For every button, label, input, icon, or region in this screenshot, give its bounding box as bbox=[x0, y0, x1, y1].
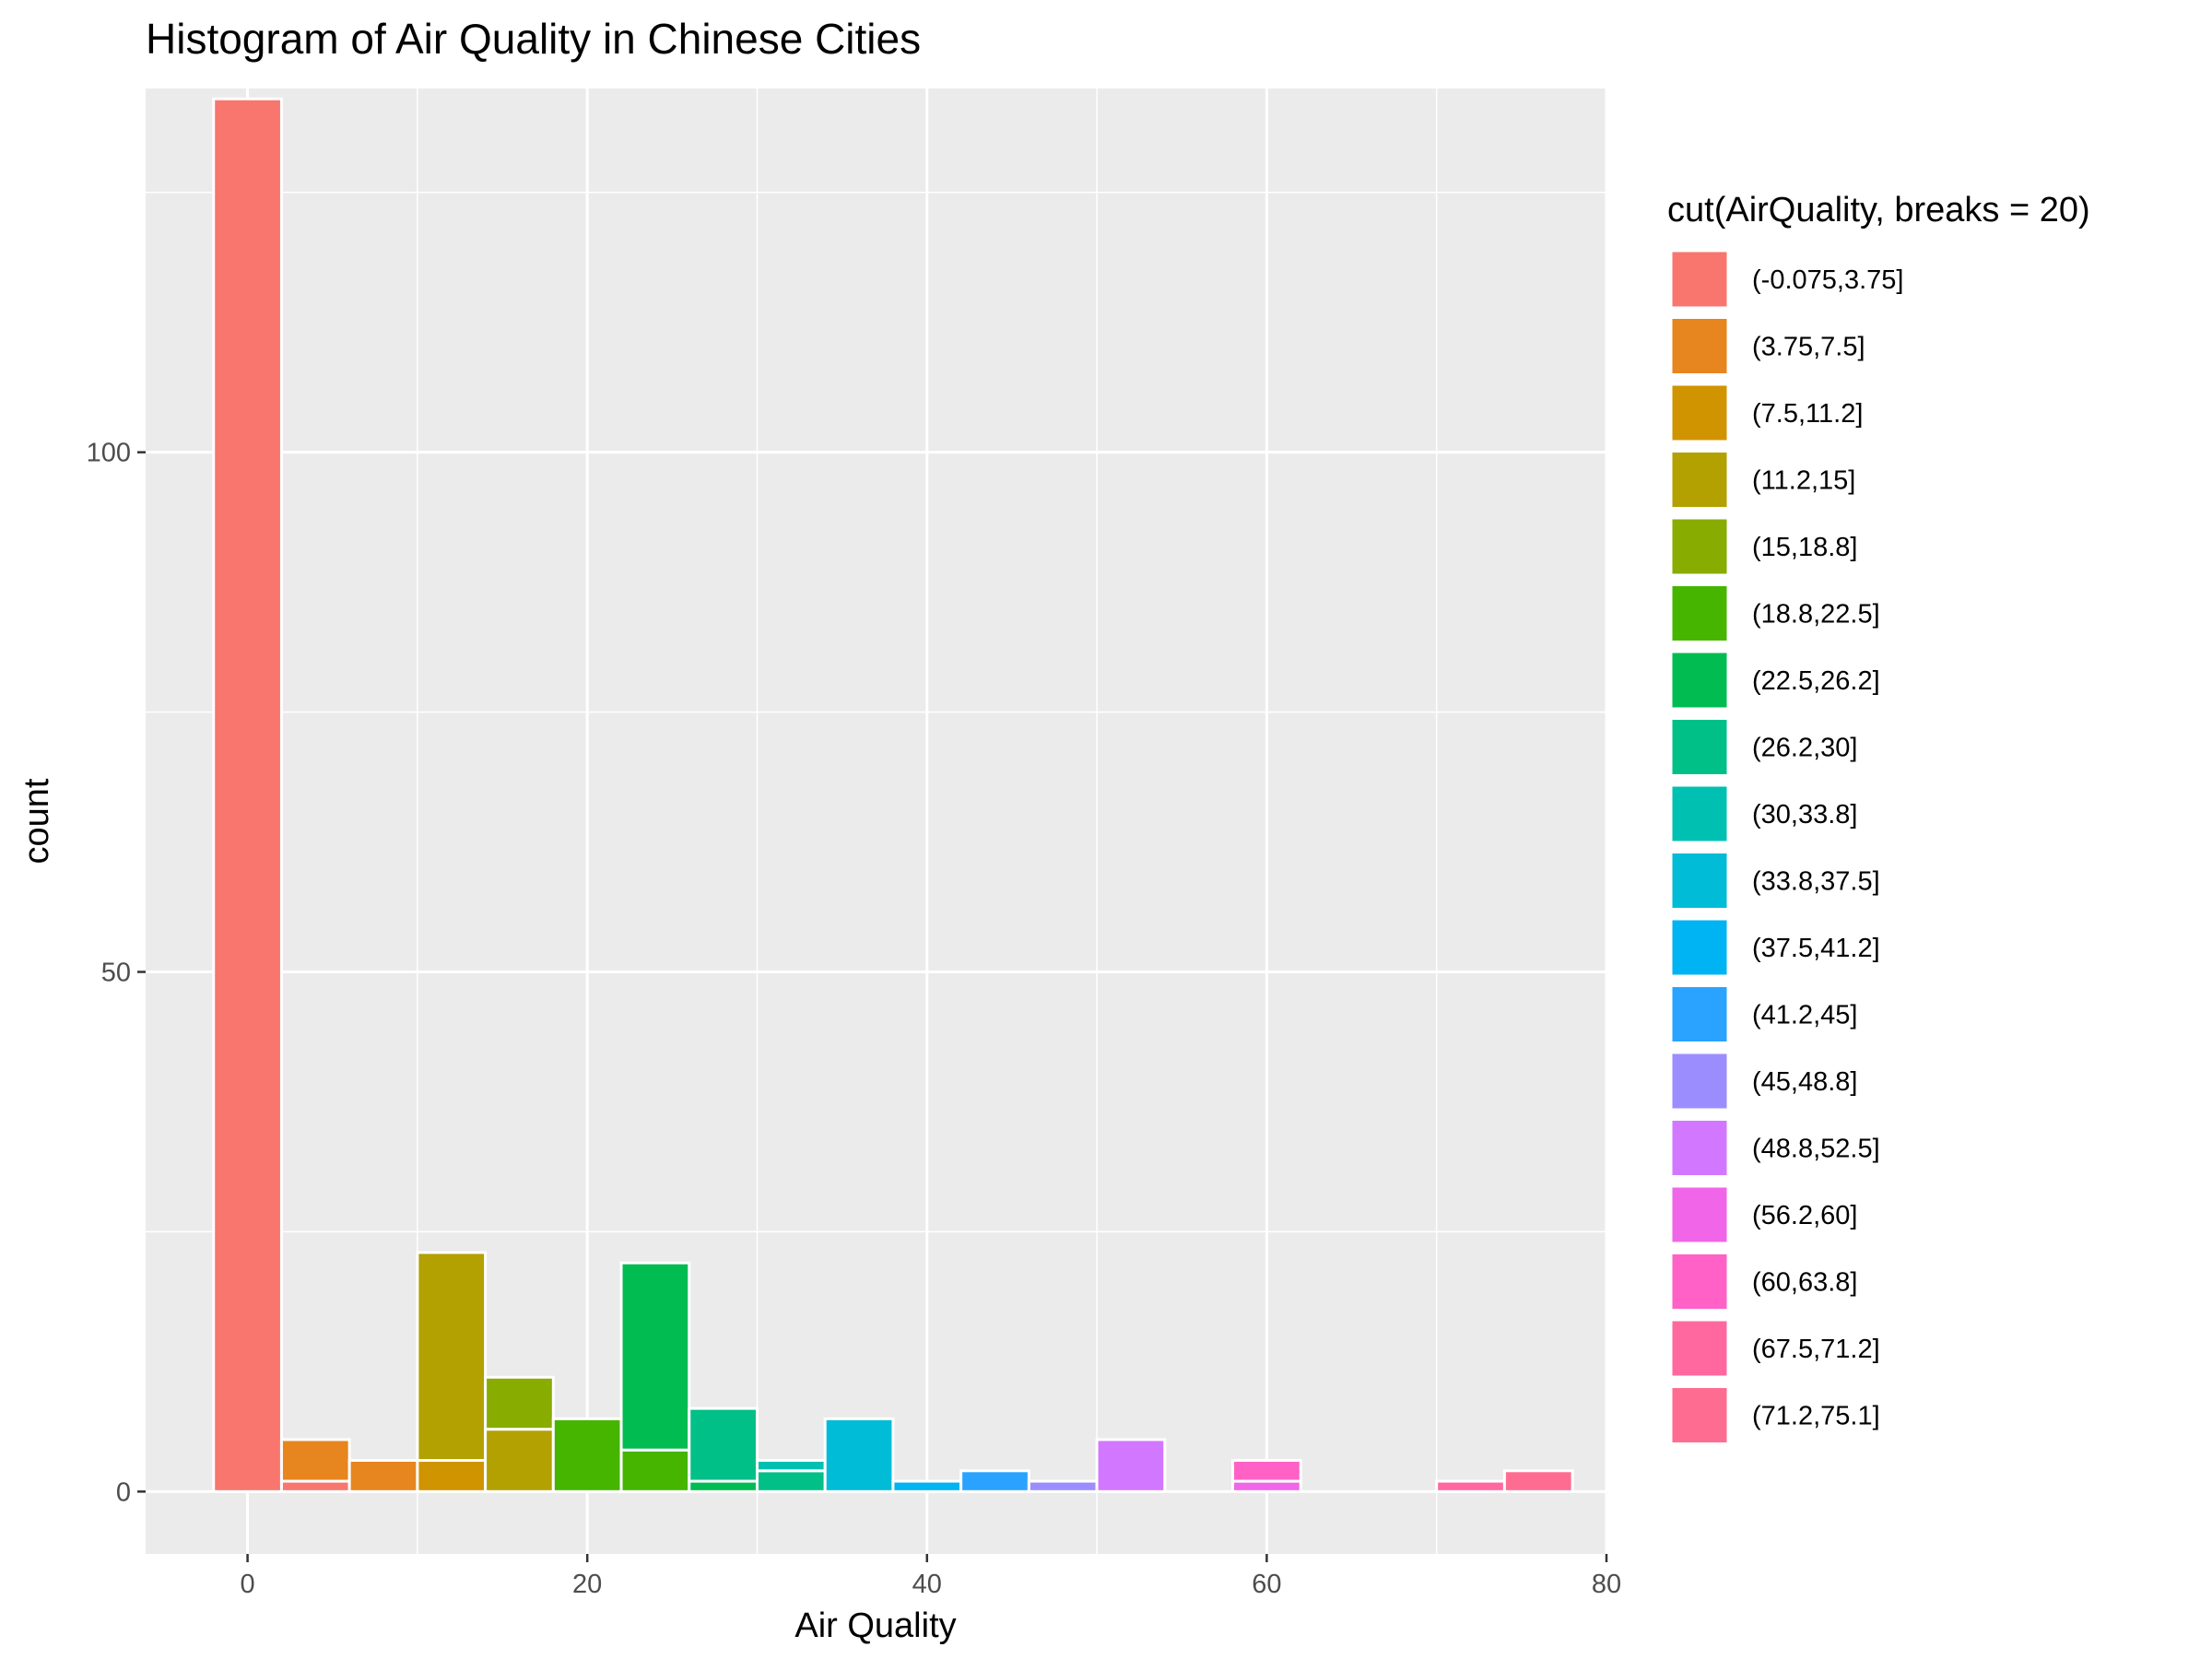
histogram-bar bbox=[688, 1406, 759, 1483]
legend-key bbox=[1669, 650, 1730, 711]
x-tick-label: 20 bbox=[572, 1570, 602, 1599]
legend-key bbox=[1669, 382, 1730, 443]
histogram-bar bbox=[1231, 1479, 1302, 1493]
legend-key bbox=[1669, 450, 1730, 510]
legend-key bbox=[1669, 717, 1730, 777]
legend-label: (15,18.8] bbox=[1752, 533, 1857, 562]
histogram-bar bbox=[484, 1375, 555, 1431]
legend-key bbox=[1669, 249, 1730, 310]
legend-key bbox=[1669, 316, 1730, 376]
histogram-bar bbox=[551, 1417, 623, 1493]
legend-label: (56.2,60] bbox=[1752, 1201, 1857, 1230]
legend-key bbox=[1669, 516, 1730, 577]
histogram-bar bbox=[1231, 1459, 1302, 1483]
x-tick-label: 40 bbox=[912, 1570, 942, 1599]
legend-label: (30,33.8] bbox=[1752, 800, 1857, 830]
legend-label: (67.5,71.2] bbox=[1752, 1335, 1880, 1364]
legend-label: (71.2,75.1] bbox=[1752, 1402, 1880, 1431]
legend-key bbox=[1669, 1118, 1730, 1178]
histogram-bar bbox=[755, 1459, 827, 1473]
legend-title: cut(AirQuality, breaks = 20) bbox=[1667, 191, 2090, 229]
histogram-bar bbox=[1095, 1438, 1167, 1493]
x-axis-title: Air Quality bbox=[794, 1606, 956, 1645]
legend-label: (3.75,7.5] bbox=[1752, 333, 1865, 362]
histogram-bar bbox=[416, 1251, 488, 1463]
legend-label: (60,63.8] bbox=[1752, 1268, 1857, 1298]
legend-label: (41.2,45] bbox=[1752, 1001, 1857, 1030]
legend-key bbox=[1669, 851, 1730, 911]
x-tick-label: 60 bbox=[1252, 1570, 1281, 1599]
y-axis-title: count bbox=[18, 778, 56, 864]
histogram-bar bbox=[959, 1469, 1030, 1493]
y-tick-label: 100 bbox=[87, 439, 131, 468]
histogram-bar bbox=[823, 1417, 895, 1493]
legend-label: (11.2,15] bbox=[1752, 466, 1855, 496]
histogram-bar bbox=[1502, 1469, 1574, 1493]
histogram-bar bbox=[416, 1459, 488, 1493]
legend-key bbox=[1669, 1385, 1730, 1445]
plot-panel bbox=[146, 88, 1606, 1554]
legend-key bbox=[1669, 1252, 1730, 1312]
histogram-bar bbox=[688, 1479, 759, 1493]
histogram-bar bbox=[279, 1479, 351, 1493]
y-tick-label: 0 bbox=[116, 1477, 131, 1507]
histogram-bar bbox=[484, 1428, 555, 1493]
legend-key bbox=[1669, 1318, 1730, 1379]
legend-label: (7.5,11.2] bbox=[1752, 399, 1863, 429]
histogram-bar bbox=[1027, 1479, 1099, 1493]
histogram-bars bbox=[212, 97, 1574, 1493]
legend-label: (18.8,22.5] bbox=[1752, 600, 1880, 629]
legend-key bbox=[1669, 583, 1730, 643]
legend-label: (26.2,30] bbox=[1752, 734, 1857, 763]
legend-key bbox=[1669, 783, 1730, 844]
chart-title: Histogram of Air Quality in Chinese Citi… bbox=[146, 15, 921, 63]
x-tick-label: 0 bbox=[241, 1570, 255, 1599]
legend-label: (45,48.8] bbox=[1752, 1067, 1857, 1097]
histogram-bar bbox=[279, 1438, 351, 1483]
legend-key bbox=[1669, 917, 1730, 978]
histogram-bar bbox=[212, 97, 283, 1493]
legend-key bbox=[1669, 1184, 1730, 1245]
legend-label: (48.8,52.5] bbox=[1752, 1135, 1880, 1164]
legend-key bbox=[1669, 1051, 1730, 1112]
legend-label: (37.5,41.2] bbox=[1752, 934, 1880, 963]
legend-label: (33.8,37.5] bbox=[1752, 867, 1880, 897]
histogram-bar bbox=[1435, 1479, 1506, 1493]
x-tick-label: 80 bbox=[1592, 1570, 1621, 1599]
histogram-bar bbox=[619, 1261, 691, 1452]
axes: 0 20 40 60 80 0 50 100 bbox=[87, 439, 1622, 1599]
legend: cut(AirQuality, breaks = 20) (-0.075,3.7… bbox=[1667, 191, 2090, 1445]
y-tick-label: 50 bbox=[101, 959, 131, 988]
legend-key bbox=[1669, 984, 1730, 1044]
histogram-bar bbox=[755, 1469, 827, 1493]
histogram-bar bbox=[891, 1479, 963, 1493]
histogram-bar bbox=[347, 1459, 419, 1493]
histogram-bar bbox=[619, 1448, 691, 1493]
legend-label: (-0.075,3.75] bbox=[1752, 265, 1903, 295]
legend-label: (22.5,26.2] bbox=[1752, 666, 1880, 696]
